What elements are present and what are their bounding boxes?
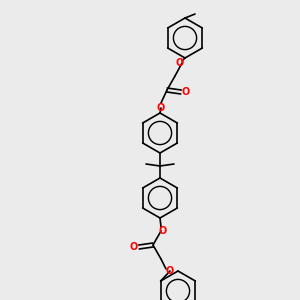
Text: O: O xyxy=(157,103,165,113)
Text: O: O xyxy=(159,226,167,236)
Text: O: O xyxy=(166,266,174,276)
Text: O: O xyxy=(130,242,138,252)
Text: O: O xyxy=(176,58,184,68)
Text: O: O xyxy=(182,87,190,97)
